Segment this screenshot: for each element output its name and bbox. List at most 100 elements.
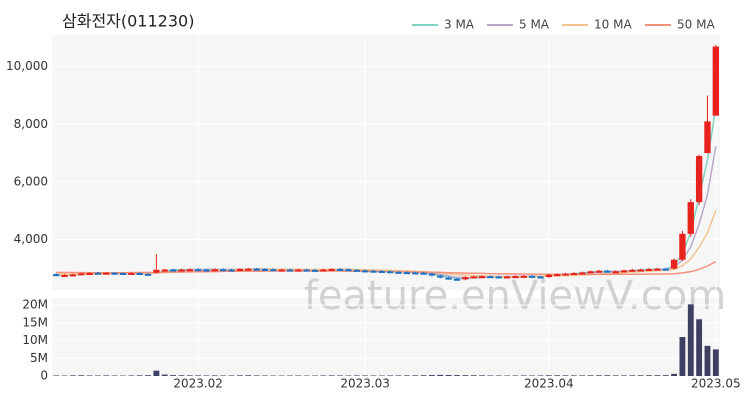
volume-bar: [445, 375, 452, 376]
candle-body: [144, 273, 152, 276]
candle-body: [537, 276, 544, 279]
candle-body: [562, 273, 569, 276]
candle-body: [528, 275, 536, 278]
volume-bar: [170, 375, 176, 376]
volume-bar: [579, 375, 586, 376]
candle-body: [629, 269, 636, 272]
volume-bar: [253, 375, 260, 376]
candle-body: [712, 46, 719, 116]
candle-body: [311, 269, 319, 272]
candle-body: [687, 202, 694, 234]
volume-bar: [337, 375, 343, 376]
candle-body: [353, 269, 360, 272]
candle-body: [103, 272, 110, 275]
ma-line: [56, 260, 717, 276]
volume-bar: [186, 375, 193, 376]
volume-bar: [78, 375, 85, 376]
volume-bar: [654, 375, 661, 376]
volume-panel: [52, 298, 720, 376]
candle-body: [612, 271, 619, 274]
x-tick-label: 2023.04: [524, 377, 574, 391]
candle-body: [220, 269, 227, 272]
volume-bar: [195, 375, 202, 376]
candle-body: [86, 273, 93, 275]
volume-bar: [454, 375, 460, 376]
candle-body: [336, 268, 344, 271]
candle-body: [395, 271, 402, 274]
candle-body: [161, 269, 168, 272]
volume-bar: [53, 375, 60, 376]
candle-body: [236, 268, 244, 271]
candle-body: [495, 276, 502, 279]
volume-bar: [328, 375, 335, 376]
candle-body: [470, 276, 477, 279]
candle-body: [111, 272, 118, 275]
candle-body: [620, 270, 628, 273]
watermark: feature.enViewV.com: [304, 273, 726, 319]
candle-body: [595, 270, 603, 273]
x-tick-label: 2023.05: [691, 377, 741, 391]
volume-bar: [704, 345, 711, 376]
y-tick-label: 6,000: [14, 174, 48, 188]
volume-bar: [211, 375, 218, 376]
candle-body: [119, 273, 127, 275]
volume-bar: [696, 319, 703, 376]
y-tick-label: 15M: [22, 315, 48, 329]
candle-body: [520, 275, 527, 278]
candle-body: [361, 270, 369, 273]
volume-bar: [646, 375, 652, 376]
candle-body: [570, 273, 578, 275]
legend-label: 10 MA: [594, 18, 632, 32]
candle-body: [169, 269, 177, 272]
volume-bar: [712, 349, 719, 376]
volume-bar: [479, 375, 485, 376]
y-tick-label: 10,000: [6, 59, 48, 73]
candle-body: [662, 268, 669, 271]
candle-body: [211, 269, 218, 272]
volume-bar: [662, 375, 669, 376]
candle-body: [462, 277, 469, 280]
candle-body: [270, 269, 277, 272]
candle-body: [403, 272, 411, 275]
volume-bar: [687, 304, 694, 376]
candle-body: [295, 269, 302, 272]
candle-body: [261, 268, 269, 271]
candle-body: [412, 272, 419, 275]
candle-body: [512, 276, 519, 279]
volume-bar: [470, 375, 477, 376]
volume-bar: [487, 375, 494, 376]
candle-body: [320, 269, 327, 272]
candle-body: [286, 269, 294, 272]
volume-bar: [679, 337, 686, 376]
candle-body: [53, 274, 60, 277]
y-tick-label: 5M: [30, 351, 48, 365]
volume-bar: [462, 375, 469, 376]
candle-body: [228, 269, 235, 272]
volume-bar: [671, 373, 677, 376]
x-tick-label: 2023.02: [173, 377, 223, 391]
candle-body: [61, 275, 68, 278]
volume-bar: [145, 375, 151, 376]
y-tick-label: 10M: [22, 333, 48, 347]
volume-bar: [161, 374, 168, 376]
candle-body: [604, 270, 611, 273]
volume-bar: [629, 375, 636, 376]
candle-body: [478, 276, 486, 279]
legend-label: 50 MA: [677, 18, 715, 32]
volume-bar: [69, 375, 76, 376]
volume-bar: [587, 375, 594, 376]
candle-body: [186, 269, 193, 272]
candle-body: [503, 276, 511, 279]
candle-body: [695, 156, 703, 203]
candle-body: [704, 121, 711, 154]
volume-bar: [545, 375, 552, 376]
candle-body: [178, 269, 185, 272]
candle-body: [428, 273, 436, 276]
volume-bar: [420, 375, 427, 376]
candle-body: [645, 268, 653, 271]
volume-bar: [554, 375, 561, 376]
candle-body: [203, 269, 210, 272]
volume-bar: [562, 375, 569, 376]
volume-bar: [203, 375, 210, 376]
